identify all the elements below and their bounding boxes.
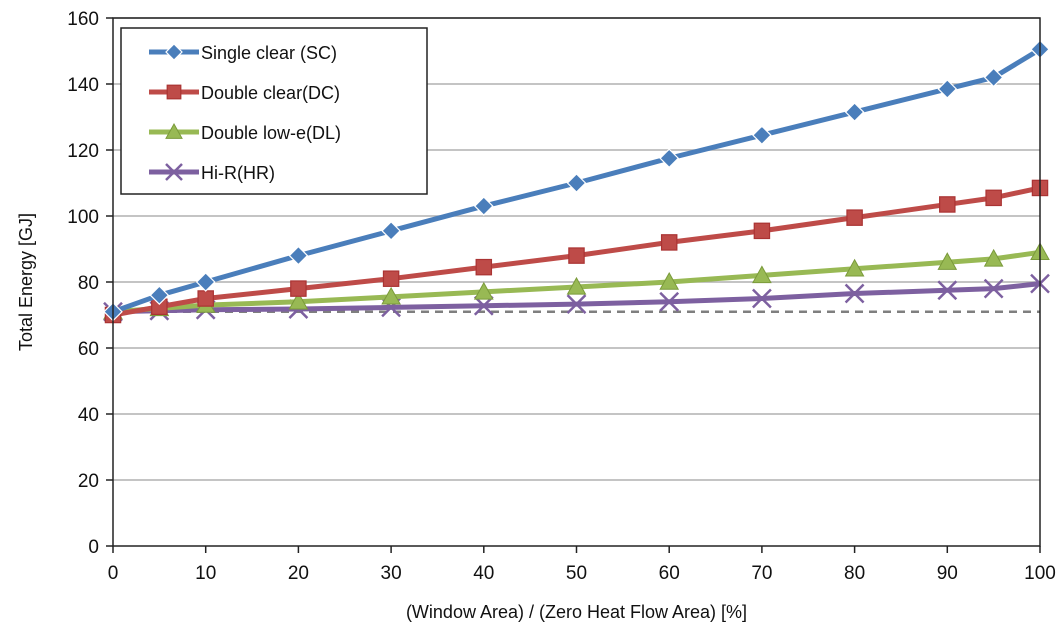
legend-item: Double low-e(DL) (149, 122, 341, 143)
axes (106, 17, 1041, 553)
data-point (983, 67, 1004, 88)
x-tick-label: 10 (195, 563, 216, 584)
data-point (844, 283, 865, 304)
x-tick-label: 80 (844, 563, 865, 584)
data-point (568, 247, 585, 264)
data-point (149, 285, 170, 306)
data-point (473, 281, 494, 300)
legend-label: Single clear (SC) (201, 43, 337, 63)
data-point (381, 286, 401, 305)
data-point (937, 280, 958, 301)
legend-item: Hi-R(HR) (149, 163, 275, 183)
legend-item: Double clear(DC) (149, 83, 340, 103)
data-point (165, 163, 183, 181)
data-point (382, 270, 400, 287)
series-square (104, 179, 1049, 324)
data-point (752, 288, 772, 309)
y-tick-label: 80 (78, 273, 99, 294)
data-point (937, 79, 958, 99)
data-point (165, 122, 183, 139)
data-point (753, 222, 771, 240)
data-point (983, 278, 1004, 299)
x-tick-label: 40 (473, 563, 494, 584)
x-tick-label: 90 (937, 563, 958, 584)
tick-labels: 0 10 20 30 40 50 60 70 80 90 100 0 20 40 60 80 100 120 140… (67, 9, 1056, 584)
data-point (197, 290, 214, 307)
data-point (166, 84, 182, 100)
series-layer (103, 39, 1050, 324)
data-point (660, 234, 678, 251)
series-diamond (103, 39, 1050, 322)
data-point (983, 248, 1004, 267)
data-point (566, 276, 587, 295)
y-tick-label: 140 (67, 75, 99, 96)
x-tick-label: 60 (659, 563, 680, 584)
y-tick-label: 120 (67, 141, 99, 162)
y-tick-label: 40 (78, 405, 99, 426)
data-point (937, 252, 958, 270)
data-point-stroke (659, 291, 680, 312)
data-point (844, 102, 865, 122)
x-tick-label: 0 (108, 563, 119, 584)
data-point (381, 221, 401, 241)
data-point (659, 271, 680, 290)
y-axis-title: Total Energy [GJ] (16, 213, 36, 351)
data-point-stroke (937, 280, 958, 301)
data-point (473, 295, 494, 316)
data-point (659, 291, 680, 312)
data-point (566, 294, 587, 314)
data-point (288, 291, 309, 310)
x-tick-label: 50 (566, 563, 587, 584)
y-tick-label: 60 (78, 339, 99, 360)
legend-item: Single clear (SC) (149, 43, 337, 63)
data-point-stroke (165, 163, 183, 181)
data-point (566, 173, 587, 193)
x-tick-label: 70 (751, 563, 772, 584)
legend-label: Double low-e(DL) (201, 123, 341, 143)
data-point (288, 245, 309, 266)
x-tick-label: 20 (288, 563, 309, 584)
y-tick-label: 0 (88, 537, 99, 558)
legend-label: Hi-R(HR) (201, 163, 275, 183)
y-tick-label: 100 (67, 207, 99, 228)
data-point (475, 258, 493, 276)
data-point-stroke (566, 294, 587, 314)
legend: Single clear (SC) Double clear(DC) Double … (120, 27, 428, 195)
data-point (290, 280, 307, 297)
data-point (752, 125, 772, 145)
y-tick-label: 20 (78, 471, 99, 492)
y-tick-label: 160 (67, 9, 99, 30)
x-tick-label: 30 (381, 563, 402, 584)
data-point (473, 196, 494, 216)
data-point (985, 189, 1002, 207)
x-tick-label: 100 (1024, 563, 1056, 584)
data-point-stroke (844, 283, 865, 304)
x-axis-title: (Window Area) / (Zero Heat Flow Area) [%… (406, 602, 747, 622)
data-point (752, 265, 772, 284)
legend-label: Double clear(DC) (201, 83, 340, 103)
data-point (165, 43, 183, 61)
data-point (844, 258, 865, 277)
data-point-stroke (473, 295, 494, 316)
data-point (846, 209, 863, 226)
data-point (939, 196, 956, 213)
data-point-stroke (983, 278, 1004, 299)
data-point (659, 148, 680, 169)
data-point (195, 272, 216, 292)
data-point-stroke (752, 288, 772, 309)
